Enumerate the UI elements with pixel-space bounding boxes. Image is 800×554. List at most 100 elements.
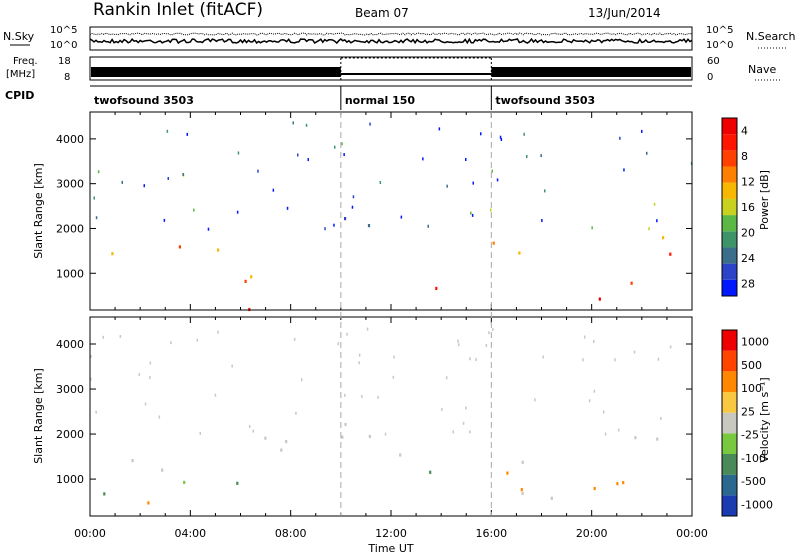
x-axis-label: Time UT bbox=[367, 542, 413, 554]
data-cell bbox=[441, 408, 443, 411]
data-cell bbox=[297, 153, 299, 157]
data-cell bbox=[614, 358, 616, 362]
data-cell bbox=[149, 361, 152, 365]
freq-block bbox=[91, 67, 341, 77]
colorbar-segment bbox=[722, 231, 737, 248]
velocity-colorbar-label: Velocity [m s⁻¹] bbox=[758, 377, 771, 462]
data-cell bbox=[465, 158, 467, 161]
data-cell bbox=[656, 219, 658, 223]
y-tick-label: 1000 bbox=[56, 473, 84, 486]
data-cell bbox=[393, 355, 395, 359]
colorbar-segment bbox=[722, 433, 737, 454]
data-cell bbox=[384, 432, 387, 436]
data-cell bbox=[472, 181, 474, 185]
data-cell bbox=[236, 210, 239, 214]
colorbar-tick-label: 500 bbox=[741, 359, 762, 372]
data-cell bbox=[506, 471, 509, 475]
colorbar-tick-label: 12 bbox=[741, 176, 755, 189]
freq-traces bbox=[91, 57, 691, 80]
colorbar-segment bbox=[722, 454, 737, 475]
velocity-y-axis: 1000 2000 3000 4000 bbox=[56, 338, 692, 486]
data-cell bbox=[236, 481, 239, 485]
data-cell bbox=[178, 245, 181, 249]
data-cell bbox=[102, 335, 104, 339]
data-cell bbox=[593, 340, 595, 343]
data-cell bbox=[584, 335, 586, 339]
colorbar-tick-label: 100 bbox=[741, 382, 762, 395]
data-cell bbox=[541, 219, 543, 222]
data-cell bbox=[244, 279, 247, 283]
x-tick-label: 00:00 bbox=[676, 527, 708, 540]
data-cell bbox=[588, 399, 591, 403]
data-cell bbox=[252, 429, 255, 433]
date-title: 13/Jun/2014 bbox=[588, 6, 661, 20]
data-cell bbox=[167, 177, 169, 180]
data-cell bbox=[143, 184, 145, 188]
data-cell bbox=[295, 411, 297, 415]
data-cell bbox=[422, 157, 424, 161]
velocity-data bbox=[90, 327, 672, 505]
colorbar-tick-label: -1000 bbox=[741, 498, 773, 511]
data-cell bbox=[452, 430, 454, 434]
data-cell bbox=[469, 357, 471, 361]
data-cell bbox=[499, 135, 502, 139]
data-cell bbox=[457, 343, 460, 347]
data-cell bbox=[471, 213, 474, 217]
data-cell bbox=[97, 170, 100, 174]
data-cell bbox=[214, 393, 217, 397]
data-cell bbox=[657, 357, 660, 361]
colorbar-tick-label: 8 bbox=[741, 150, 748, 163]
colorbar-segment bbox=[722, 215, 737, 232]
data-cell bbox=[622, 481, 625, 485]
data-cell bbox=[630, 281, 633, 285]
data-cell bbox=[196, 338, 199, 342]
colorbar-segment bbox=[722, 279, 737, 296]
freq-right-tick-bottom: 0 bbox=[707, 72, 713, 83]
nave-label: Nave bbox=[748, 63, 776, 76]
data-cell bbox=[351, 205, 354, 209]
colorbar-segment bbox=[722, 263, 737, 280]
x-tick-label: 04:00 bbox=[174, 527, 206, 540]
freq-panel: Freq. [MHz] 18 8 60 0 Nave bbox=[6, 56, 780, 83]
data-cell bbox=[475, 358, 477, 362]
data-cell bbox=[93, 196, 95, 200]
cpid-segment-label: twofsound 3503 bbox=[495, 94, 595, 107]
data-cell bbox=[286, 206, 289, 210]
data-cell bbox=[399, 453, 402, 457]
velocity-colorbar: 1000 500 100 25 -25 -100 -500 -1000 bbox=[721, 329, 773, 517]
data-cell bbox=[103, 492, 106, 496]
data-cell bbox=[293, 337, 296, 341]
data-cell bbox=[488, 331, 490, 335]
nsearch-label: N.Search bbox=[746, 30, 796, 43]
nsky-label: N.Sky bbox=[3, 30, 35, 43]
data-cell bbox=[400, 215, 403, 219]
data-cell bbox=[280, 448, 283, 452]
colorbar-tick-label: 4 bbox=[741, 125, 748, 138]
velocity-panel-frame bbox=[89, 316, 693, 517]
y-tick-label: 3000 bbox=[56, 178, 84, 191]
data-cell bbox=[646, 151, 648, 155]
data-cell bbox=[368, 434, 371, 438]
y-tick-label: 3000 bbox=[56, 383, 84, 396]
data-cell bbox=[634, 436, 637, 440]
data-cell bbox=[427, 224, 429, 228]
data-cell bbox=[333, 223, 335, 227]
data-cell bbox=[518, 251, 521, 255]
colorbar-tick-label: 25 bbox=[741, 405, 755, 418]
freq-right-tick-top: 60 bbox=[707, 56, 720, 67]
data-cell bbox=[669, 345, 672, 349]
data-cell bbox=[166, 129, 169, 133]
data-cell bbox=[446, 184, 448, 188]
colorbar-segment bbox=[722, 495, 737, 516]
velocity-panel: 1000 2000 3000 4000 Slant Range [km] 1000 50… bbox=[32, 316, 773, 517]
data-cell bbox=[182, 173, 184, 176]
colorbar-segment bbox=[722, 166, 737, 183]
data-cell bbox=[480, 132, 482, 136]
data-cell bbox=[95, 410, 97, 414]
colorbar-segment bbox=[722, 150, 737, 167]
data-cell bbox=[344, 393, 346, 397]
data-cell bbox=[429, 470, 432, 474]
y-tick-label: 2000 bbox=[56, 222, 84, 235]
x-tick-label: 00:00 bbox=[74, 527, 106, 540]
